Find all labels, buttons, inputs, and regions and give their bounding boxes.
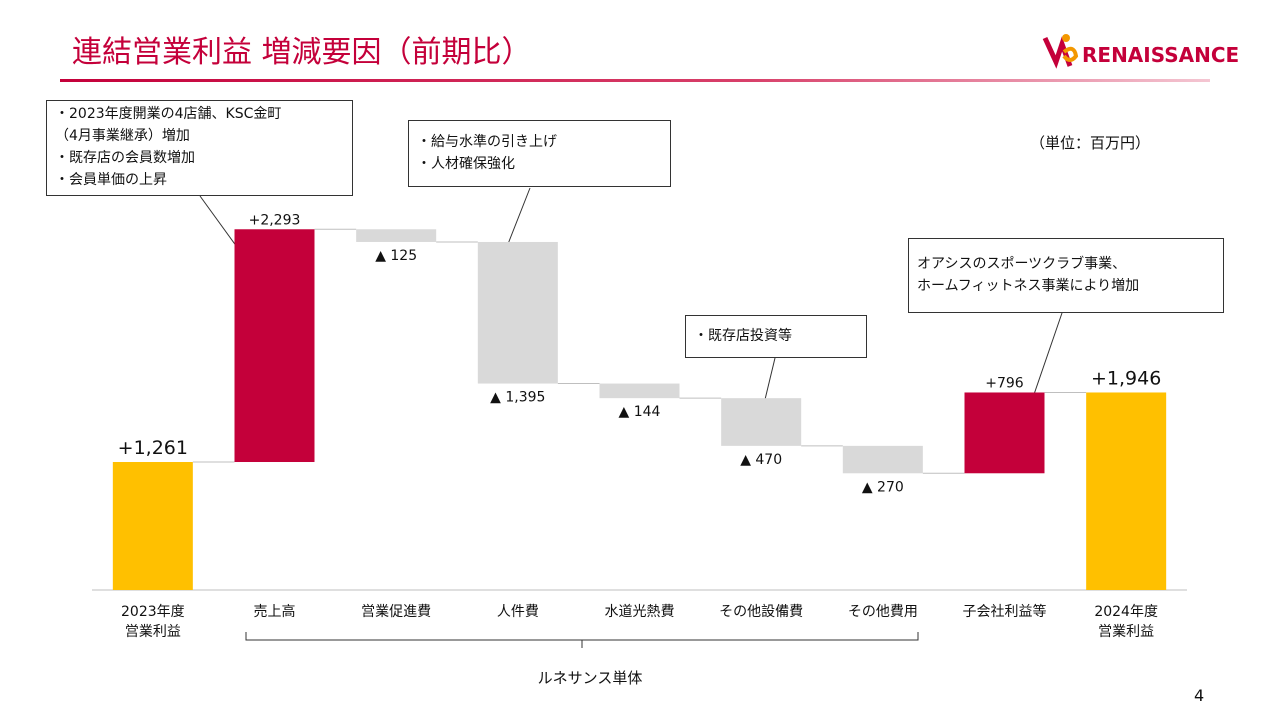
value-label: +1,261 (118, 437, 188, 459)
callout: ・2023年度開業の4店舗、KSC金町 （4月事業継承）増加 ・既存店の会員数増… (46, 100, 353, 196)
category-label: 人件費 (496, 604, 539, 620)
bar (599, 383, 680, 399)
callout: オアシスのスポーツクラブ事業、 ホームフィットネス事業により増加 (908, 238, 1224, 313)
category-label: 営業促進費 (361, 604, 432, 620)
value-label: ▲ 1,395 (490, 390, 545, 406)
value-label: ▲ 270 (862, 479, 904, 495)
value-label: +2,293 (249, 212, 301, 228)
logo: RENAISSANCE (1082, 43, 1239, 67)
category-label: 子会社利益等 (962, 604, 1047, 620)
group-label: ルネサンス単体 (537, 669, 643, 687)
category-label: その他設備費 (719, 604, 804, 620)
page-number: 4 (1194, 686, 1205, 705)
category-label: 売上高 (253, 604, 296, 620)
value-label: +796 (985, 375, 1024, 391)
bar (842, 445, 923, 474)
category-label: 2024年度 営業利益 (1094, 604, 1158, 640)
bar (477, 241, 558, 384)
category-label: その他費用 (847, 604, 918, 620)
value-label: ▲ 470 (740, 452, 782, 468)
bar (1086, 392, 1167, 590)
callout: ・既存店投資等 (685, 315, 867, 358)
bar (112, 462, 193, 590)
title-underline (60, 79, 1210, 82)
bar (721, 398, 802, 446)
value-label: +1,946 (1091, 367, 1161, 389)
callout: ・給与水準の引き上げ ・人材確保強化 (408, 120, 671, 187)
value-label: ▲ 125 (375, 248, 417, 264)
title: 連結営業利益 増減要因（前期比） (72, 35, 532, 70)
value-label: ▲ 144 (619, 404, 661, 420)
bar (356, 229, 437, 242)
bar (234, 229, 315, 463)
category-label: 2023年度 営業利益 (121, 604, 185, 640)
unit-note: （単位：百万円） (1030, 134, 1151, 152)
bar (964, 392, 1045, 474)
logo-icon (1042, 34, 1079, 69)
category-label: 水道光熱費 (604, 604, 675, 620)
group-bracket (245, 632, 919, 648)
